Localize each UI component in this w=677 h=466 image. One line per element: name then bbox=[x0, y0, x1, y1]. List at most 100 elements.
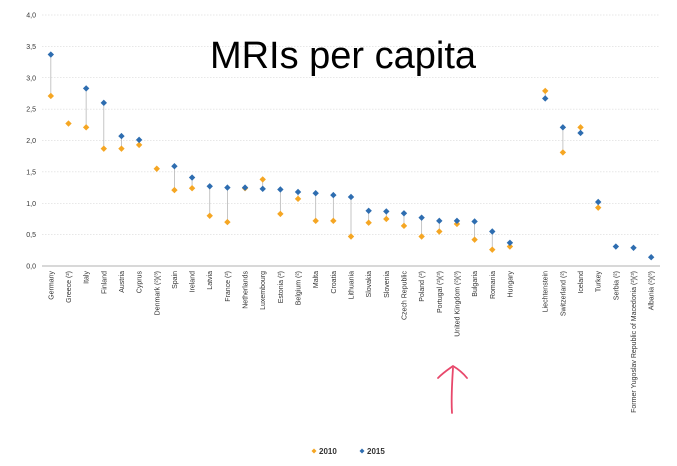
point-2015 bbox=[506, 239, 514, 246]
legend-label: 2010 bbox=[319, 447, 337, 456]
point-2015 bbox=[365, 207, 372, 214]
point-2010 bbox=[542, 87, 549, 95]
point-2010 bbox=[559, 149, 567, 156]
x-tick-label: Latvia bbox=[207, 271, 214, 290]
x-tick-label: Slovenia bbox=[384, 271, 391, 298]
x-tick-label: Switzerland (²) bbox=[560, 271, 567, 316]
point-2015 bbox=[171, 163, 178, 170]
legend-marker bbox=[311, 448, 317, 454]
x-tick-label: Luxembourg bbox=[260, 271, 267, 310]
x-tick-label: Estonia (²) bbox=[278, 271, 285, 303]
x-tick-label: Hungary bbox=[507, 271, 514, 298]
point-2010 bbox=[506, 243, 514, 250]
point-2015 bbox=[82, 85, 90, 92]
point-2010 bbox=[100, 145, 107, 152]
point-2010 bbox=[471, 236, 478, 243]
x-tick-label: Czech Republic bbox=[401, 271, 408, 321]
connector-lines bbox=[50, 54, 599, 250]
x-tick-label: Spain bbox=[172, 271, 179, 289]
point-2015 bbox=[612, 243, 620, 250]
point-2010 bbox=[418, 233, 425, 240]
point-2015 bbox=[294, 188, 302, 196]
point-2015 bbox=[241, 184, 249, 191]
point-2015 bbox=[347, 193, 355, 201]
x-tick-label: Turkey bbox=[596, 271, 603, 293]
point-2015 bbox=[330, 191, 337, 199]
x-tick-label: Former Yugoslav Republic of Macedonia (²… bbox=[631, 271, 638, 413]
point-2010 bbox=[383, 215, 390, 223]
x-tick-label: Denmark (²)(³) bbox=[154, 271, 161, 315]
point-2010 bbox=[294, 195, 302, 203]
point-2015 bbox=[383, 208, 390, 215]
point-2015 bbox=[595, 198, 602, 206]
y-tick-label: 0,5 bbox=[26, 232, 36, 239]
point-2010 bbox=[312, 217, 319, 225]
point-2010 bbox=[188, 184, 196, 192]
point-2015 bbox=[259, 185, 266, 193]
x-tick-label: Albania (²)(³) bbox=[649, 271, 656, 310]
x-tick-label: Poland (²) bbox=[419, 271, 426, 302]
point-2015 bbox=[630, 244, 637, 252]
point-2010 bbox=[347, 233, 355, 240]
point-2010 bbox=[489, 246, 496, 253]
arrow-head bbox=[437, 365, 468, 379]
x-tick-label: Lithuania bbox=[349, 271, 356, 300]
y-tick-label: 2,5 bbox=[26, 107, 36, 114]
point-2010 bbox=[82, 124, 90, 131]
point-2015 bbox=[453, 217, 461, 225]
point-2010 bbox=[277, 210, 284, 218]
point-2015 bbox=[647, 254, 655, 261]
legend-label: 2015 bbox=[367, 447, 385, 456]
y-tick-label: 1,5 bbox=[26, 169, 36, 176]
legend: 2010 2015 bbox=[311, 447, 385, 456]
x-tick-label: United Kingdom (²)(³) bbox=[454, 271, 461, 337]
x-tick-label: Liechtenstein bbox=[543, 271, 550, 312]
point-2010 bbox=[206, 212, 213, 219]
point-2015 bbox=[400, 210, 408, 217]
x-tick-label: Malta bbox=[313, 271, 320, 288]
point-2015 bbox=[47, 51, 55, 58]
point-2010 bbox=[153, 165, 160, 172]
point-2015 bbox=[312, 190, 319, 197]
y-axis-ticks: 0,0 0,5 1,0 1,5 2,0 2,5 3,0 3,5 4,0 bbox=[26, 13, 36, 271]
x-tick-label: Serbia (²) bbox=[613, 271, 620, 300]
point-2010 bbox=[400, 222, 408, 230]
x-tick-label: Iceland bbox=[578, 271, 585, 294]
x-tick-label: Cyprus bbox=[137, 271, 144, 294]
point-2015 bbox=[471, 218, 478, 225]
point-2015 bbox=[277, 186, 284, 193]
x-tick-label: Greece (²) bbox=[66, 271, 73, 303]
point-2015 bbox=[224, 184, 231, 191]
y-tick-label: 3,0 bbox=[26, 75, 36, 82]
x-tick-label: Croatia bbox=[331, 271, 338, 294]
point-2010 bbox=[365, 219, 372, 226]
point-2010 bbox=[171, 186, 178, 194]
x-tick-label: Slovakia bbox=[366, 271, 373, 298]
point-2015 bbox=[577, 129, 584, 137]
point-2015 bbox=[559, 124, 567, 131]
y-tick-label: 3,5 bbox=[26, 44, 36, 51]
x-tick-label: Austria bbox=[119, 271, 126, 293]
point-2015 bbox=[436, 217, 443, 225]
point-2010 bbox=[577, 124, 584, 131]
point-2010 bbox=[47, 92, 55, 100]
point-2010 bbox=[259, 176, 266, 183]
hand-drawn-arrow bbox=[437, 365, 468, 414]
x-tick-label: Belgium (²) bbox=[296, 271, 303, 305]
y-tick-label: 1,0 bbox=[26, 201, 36, 208]
arrow-shaft bbox=[450, 367, 454, 414]
point-2015 bbox=[100, 99, 107, 107]
x-tick-label: Finland bbox=[101, 271, 108, 294]
point-2015 bbox=[135, 136, 143, 144]
point-2015 bbox=[118, 132, 125, 140]
y-tick-label: 2,0 bbox=[26, 138, 36, 145]
point-2010 bbox=[135, 141, 143, 149]
point-2010 bbox=[65, 120, 72, 127]
x-axis-ticks: Germany Greece (²) Italy Finland Austria Cypr… bbox=[48, 271, 655, 413]
x-tick-label: Ireland bbox=[190, 271, 197, 293]
y-tick-label: 4,0 bbox=[26, 13, 36, 20]
legend-marker bbox=[359, 448, 365, 454]
x-tick-label: Bulgaria bbox=[472, 271, 479, 297]
x-tick-label: France (²) bbox=[225, 271, 232, 302]
